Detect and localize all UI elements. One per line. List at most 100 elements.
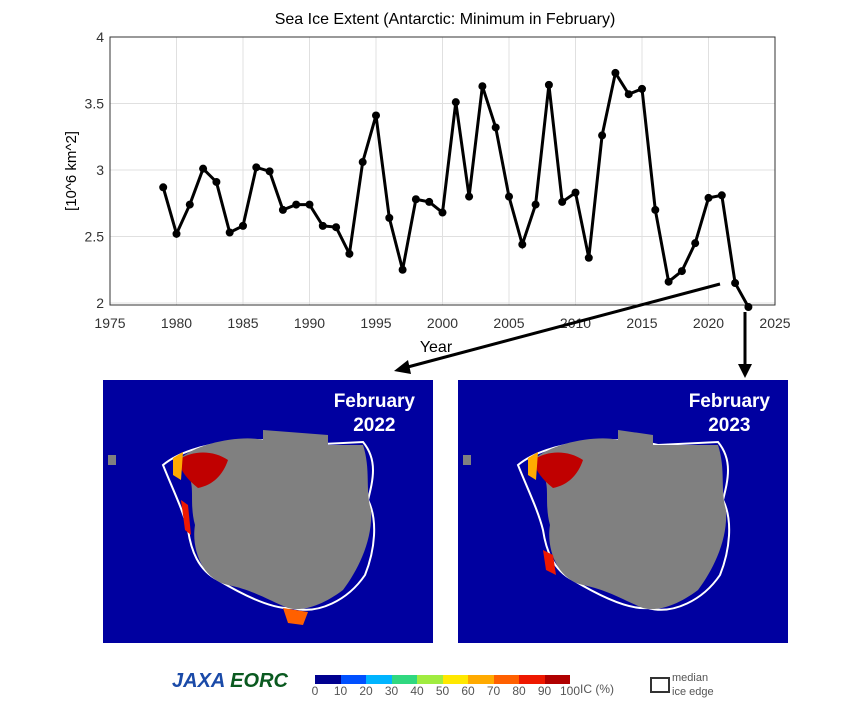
colorbar-tick: 10: [333, 684, 348, 698]
colorbar-segment: [519, 675, 545, 684]
data-point-2017: [664, 277, 673, 286]
data-point-2010: [571, 188, 580, 197]
colorbar-tick: 60: [461, 684, 475, 698]
x-tick-label: 1980: [161, 315, 192, 331]
data-point-1981: [185, 200, 194, 209]
colorbar-tick: 90: [537, 684, 552, 698]
colorbar-tick: 70: [486, 684, 501, 698]
arrow-head-2023: [738, 364, 752, 378]
colorbar-tick: 80: [512, 684, 526, 698]
colorbar-segment: [366, 675, 392, 684]
data-point-2022: [731, 279, 740, 288]
data-point-1998: [411, 195, 420, 204]
colorbar-segment: [417, 675, 443, 684]
data-point-2000: [438, 208, 447, 217]
colorbar-segment: [468, 675, 494, 684]
antarctica-ice-map-2022: [108, 430, 376, 625]
colorbar-tick: 0: [311, 684, 319, 698]
map-label-2022: February 2022: [333, 391, 415, 436]
data-point-2016: [651, 205, 660, 214]
x-tick-label: 2005: [493, 315, 524, 331]
median-ice-edge-swatch: [650, 677, 670, 693]
data-point-1989: [292, 200, 301, 209]
data-point-1983: [212, 177, 221, 186]
data-point-1986: [252, 163, 261, 172]
data-point-1988: [278, 205, 287, 214]
footer-legend: JAXA EORC 0 10 20 30 40 50 60 70 80 90 100 IC (%) …: [0, 660, 853, 712]
data-point-1996: [385, 213, 394, 222]
data-point-2003: [478, 82, 487, 91]
colorbar-segment: [340, 675, 366, 684]
x-tick-label: 2000: [427, 315, 458, 331]
colorbar: [315, 675, 570, 684]
colorbar-tick: 100: [559, 684, 581, 698]
colorbar-tick: 50: [435, 684, 450, 698]
colorbar-segment: [544, 675, 570, 684]
data-point-1991: [318, 221, 327, 230]
x-tick-label: 2025: [759, 315, 790, 331]
data-point-2021: [717, 191, 726, 200]
y-tick-label: 2: [96, 295, 104, 311]
colorbar-segment: [442, 675, 468, 684]
y-tick-label: 3: [96, 162, 104, 178]
colorbar-segment: [391, 675, 417, 684]
series-line: [161, 68, 750, 308]
y-tick-label: 2.5: [85, 229, 105, 245]
x-tick-label: 1985: [227, 315, 258, 331]
data-point-1999: [425, 197, 434, 206]
data-point-1990: [305, 200, 314, 209]
x-axis-label: Year: [420, 339, 453, 356]
colorbar-segment: [493, 675, 519, 684]
map-feb-2022: February 2022: [103, 380, 433, 643]
data-point-1987: [265, 167, 274, 176]
x-tick-label: 2015: [626, 315, 657, 331]
colorbar-tick: 20: [359, 684, 373, 698]
data-point-2018: [677, 267, 686, 276]
data-point-2012: [598, 131, 607, 140]
data-point-2015: [638, 84, 646, 93]
jaxa-eorc-logo: JAXA EORC: [172, 670, 288, 692]
x-tick-label: 1990: [294, 315, 325, 331]
data-point-2008: [544, 80, 553, 89]
data-point-1992: [332, 223, 341, 232]
data-point-2011: [584, 253, 593, 262]
data-point-1979: [159, 183, 168, 192]
antarctica-ice-map-2023: [463, 430, 731, 611]
data-point-1985: [239, 221, 247, 230]
data-point-1984: [225, 228, 234, 237]
data-point-2013: [611, 68, 620, 77]
data-point-2006: [518, 240, 527, 249]
y-axis-label: [10^6 km^2]: [63, 131, 80, 211]
data-point-2005: [505, 192, 513, 201]
colorbar-tick: 40: [410, 684, 424, 698]
map-feb-2023: February 2023: [458, 380, 788, 643]
data-point-2020: [704, 193, 713, 202]
arrow-head-2022: [394, 360, 411, 374]
plot-frame: [109, 36, 776, 306]
sea-ice-chart: Sea Ice Extent (Antarctic: Minimum in Fe…: [63, 11, 791, 378]
data-point-1994: [358, 158, 367, 167]
data-point-1995: [372, 111, 380, 120]
map-label-2023: February 2023: [688, 391, 770, 436]
data-point-2014: [624, 90, 633, 99]
colorbar-tick: 30: [384, 684, 399, 698]
chart-title: Sea Ice Extent (Antarctic: Minimum in Fe…: [275, 11, 616, 28]
x-tick-label: 2020: [693, 315, 724, 331]
data-point-2019: [691, 239, 700, 248]
y-tick-label: 4: [96, 29, 104, 45]
data-point-2001: [451, 98, 460, 107]
median-ice-edge-label: median ice edge: [672, 672, 714, 698]
arrow-2022: [403, 282, 721, 370]
data-point-1982: [199, 164, 208, 173]
data-point-2023: [744, 302, 753, 311]
data-point-1997: [398, 265, 407, 274]
y-tick-label: 3.5: [85, 96, 105, 112]
data-point-2009: [558, 197, 567, 206]
data-point-2002: [465, 192, 474, 201]
colorbar-unit: IC (%): [580, 682, 614, 696]
data-point-1980: [172, 229, 181, 238]
data-point-2007: [531, 200, 540, 209]
data-point-2004: [491, 123, 500, 132]
data-point-1993: [345, 249, 354, 258]
